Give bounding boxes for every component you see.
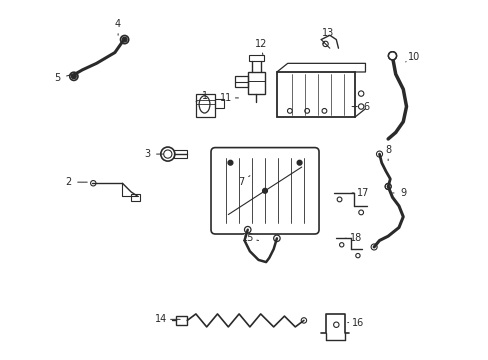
Text: 11: 11 (220, 93, 232, 103)
Bar (247, 72, 264, 94)
Text: 12: 12 (254, 39, 266, 49)
Text: 2: 2 (65, 177, 71, 187)
Text: 18: 18 (349, 233, 361, 243)
Text: 1: 1 (201, 91, 207, 101)
Bar (215, 99, 224, 108)
Circle shape (227, 160, 232, 165)
Circle shape (387, 52, 396, 60)
Text: 5: 5 (54, 73, 61, 84)
Circle shape (262, 188, 267, 193)
Text: 17: 17 (356, 188, 369, 198)
Text: 14: 14 (155, 314, 167, 324)
Text: 10: 10 (407, 52, 419, 62)
Text: 3: 3 (144, 149, 150, 159)
Text: 9: 9 (399, 188, 406, 198)
Bar (276, 72, 354, 117)
Bar (196, 94, 215, 117)
Text: 4: 4 (115, 19, 121, 30)
Bar (248, 55, 264, 61)
Circle shape (71, 74, 76, 79)
Text: 13: 13 (321, 28, 333, 38)
Text: 6: 6 (363, 102, 369, 112)
Circle shape (122, 37, 127, 42)
Text: 8: 8 (385, 145, 390, 155)
Bar (176, 316, 187, 325)
Text: 15: 15 (241, 233, 253, 243)
Text: 16: 16 (351, 318, 363, 328)
Bar (234, 76, 247, 87)
Circle shape (297, 160, 302, 165)
Bar (174, 150, 187, 158)
Text: 7: 7 (238, 177, 244, 187)
Bar (131, 194, 140, 201)
